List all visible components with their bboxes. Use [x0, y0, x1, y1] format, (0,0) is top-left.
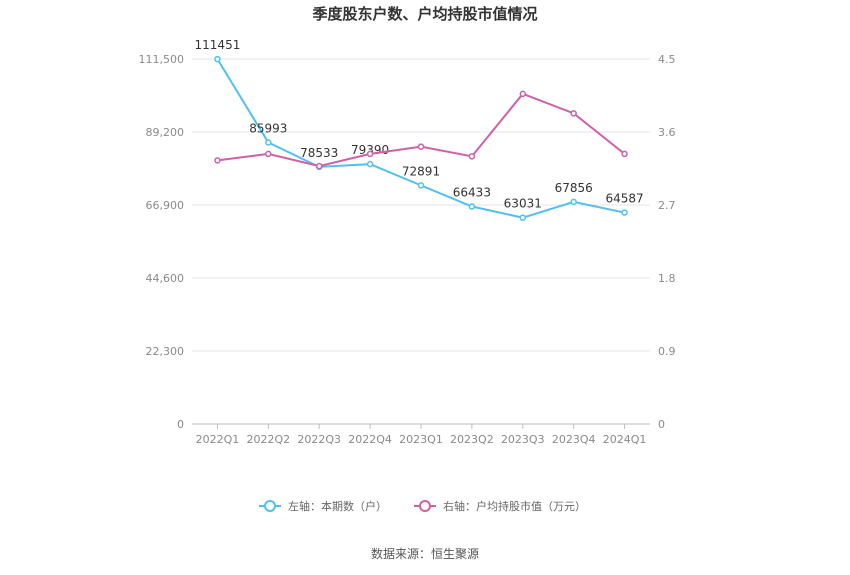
x-tick-label: 2022Q4	[348, 433, 392, 446]
legend-marker	[264, 500, 276, 512]
x-tick-label: 2023Q1	[399, 433, 443, 446]
data-point	[214, 157, 221, 164]
chart-title: 季度股东户数、户均持股市值情况	[312, 5, 537, 23]
series-2	[214, 90, 628, 170]
data-point	[315, 162, 323, 170]
data-label: 72891	[402, 164, 440, 178]
data-label: 63031	[504, 197, 542, 211]
right-tick-label: 3.6	[658, 126, 676, 139]
data-point	[468, 203, 476, 210]
data-label: 85993	[249, 121, 287, 135]
legend-label: 右轴：户均持股市值（万元）	[443, 499, 586, 513]
right-tick-label: 1.8	[658, 272, 676, 285]
source-note: 数据来源：恒生聚源	[371, 546, 479, 561]
gridlines	[192, 58, 650, 425]
data-point	[621, 150, 628, 158]
data-label: 111451	[195, 38, 241, 52]
data-point	[366, 150, 374, 158]
data-point	[570, 110, 577, 117]
right-tick-label: 0.9	[658, 345, 676, 358]
data-label: 79390	[351, 143, 389, 157]
x-tick-label: 2022Q2	[247, 433, 291, 446]
x-axis: 2022Q1 2022Q2 2022Q3 2022Q4 2023Q1 2023Q2 2023…	[196, 424, 647, 446]
x-tick-label: 2023Q3	[501, 433, 545, 446]
x-tick-label: 2022Q1	[196, 433, 240, 446]
data-point	[214, 55, 221, 63]
x-tick-label: 2024Q1	[603, 433, 647, 446]
data-point	[621, 209, 628, 216]
data-label: 67856	[555, 181, 593, 195]
data-point	[417, 182, 425, 189]
data-point	[366, 160, 374, 168]
left-tick-label: 89,200	[146, 126, 185, 139]
legend-label: 左轴：本期数（户）	[288, 499, 387, 513]
data-label: 64587	[605, 192, 643, 206]
right-tick-label: 0	[658, 418, 665, 431]
series-1: 111451 85993 78533 79390 72891 66433 63031 6785…	[195, 38, 644, 221]
legend-marker	[419, 500, 431, 512]
data-point	[417, 143, 425, 150]
legend[interactable]: 左轴：本期数（户） 右轴：户均持股市值（万元）	[259, 499, 586, 513]
data-point	[519, 214, 527, 221]
data-point	[519, 90, 527, 98]
left-tick-label: 0	[177, 418, 184, 431]
right-tick-label: 4.5	[658, 53, 676, 66]
x-tick-label: 2022Q3	[297, 433, 341, 446]
left-tick-label: 44,600	[146, 272, 185, 285]
data-point	[468, 153, 476, 160]
x-tick-label: 2023Q4	[552, 433, 596, 446]
data-point	[570, 198, 577, 206]
data-label: 66433	[453, 186, 491, 200]
left-tick-label: 22,300	[146, 345, 185, 358]
legend-item-1[interactable]: 左轴：本期数（户）	[259, 499, 387, 513]
right-axis-ticks: 0 0.9 1.8 2.7 3.6 4.5	[658, 53, 676, 431]
left-tick-label: 111,500	[139, 53, 185, 66]
legend-item-2[interactable]: 右轴：户均持股市值（万元）	[414, 499, 586, 513]
left-tick-label: 66,900	[146, 199, 185, 212]
data-point	[265, 150, 272, 158]
right-tick-label: 2.7	[658, 199, 676, 212]
data-label: 78533	[300, 146, 338, 160]
data-point	[265, 139, 272, 146]
left-axis-ticks: 0 22,300 44,600 66,900 89,200 111,500	[139, 53, 185, 431]
series-layer: 111451 85993 78533 79390 72891 66433 63031 6785…	[195, 38, 644, 221]
x-tick-label: 2023Q2	[450, 433, 494, 446]
